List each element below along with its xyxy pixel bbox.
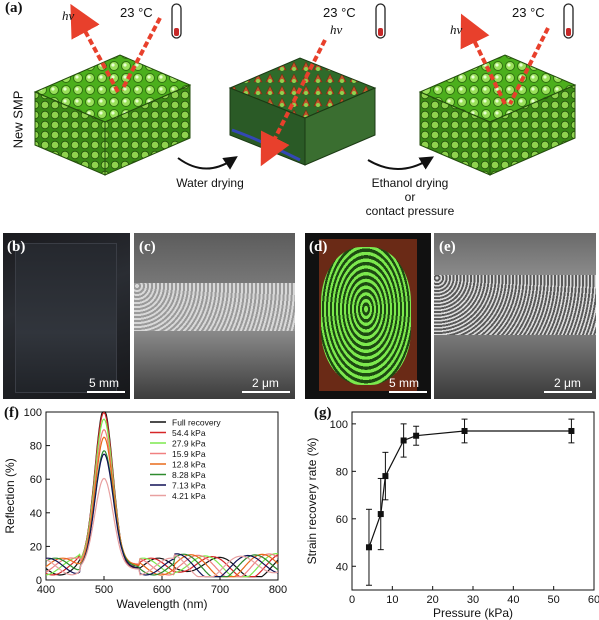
- legend-entry: 7.13 kPa: [172, 481, 206, 491]
- x-tick-label: 0: [349, 594, 355, 606]
- scale-d: 5 mm: [389, 376, 419, 390]
- x-tick-label: 20: [427, 594, 439, 606]
- y-axis-label: Reflection (%): [3, 458, 17, 533]
- legend-entry: 8.28 kPa: [172, 470, 206, 480]
- legend-entry: 27.9 kPa: [172, 439, 206, 449]
- data-point: [377, 511, 384, 518]
- photo-e: (e) 2 μm: [434, 233, 596, 399]
- thermometer-icon: [563, 3, 574, 39]
- legend-entry: 12.8 kPa: [172, 460, 206, 470]
- x-tick-label: 600: [153, 584, 171, 596]
- y-tick-label: 60: [336, 514, 348, 526]
- step2-line1: Ethanol drying: [371, 176, 449, 190]
- y-axis-label: Strain recovery rate (%): [305, 438, 319, 565]
- y-tick-label: 0: [36, 575, 42, 587]
- data-point: [461, 427, 468, 434]
- x-tick-label: 500: [95, 584, 113, 596]
- panel-g-label: (g): [314, 405, 332, 421]
- panel-f-label: (f): [4, 405, 19, 421]
- series-line: [45, 477, 279, 578]
- hv-label-1: hν: [62, 8, 75, 23]
- hv-label-2: hν: [330, 22, 343, 37]
- ethanol-drying-label: Ethanol drying or contact pressure: [350, 176, 470, 218]
- x-tick-label: 60: [588, 594, 599, 606]
- panel-a-label: (a): [5, 0, 23, 16]
- temperature-3: 23 °C: [512, 5, 545, 20]
- legend-entry: Full recovery: [172, 418, 221, 428]
- legend-entry: 4.21 kPa: [172, 491, 206, 501]
- step2-line3: contact pressure: [365, 204, 455, 218]
- series-line: [45, 436, 279, 578]
- strain-recovery-chart: 0 10 20 30 40 50 60 40 60 80 100 Pressure (kPa) Stra…: [305, 411, 599, 620]
- scale-bar-b: [87, 391, 125, 393]
- y-tick-label: 100: [24, 407, 42, 419]
- x-axis-label: Pressure (kPa): [433, 606, 513, 620]
- data-line: [368, 430, 572, 548]
- y-tick-label: 60: [30, 474, 42, 486]
- scale-bar-d: [389, 391, 427, 393]
- photo-b: (b) 5 mm: [3, 233, 130, 399]
- ordered-block-right: [418, 54, 577, 176]
- photo-c: (c) 2 μm: [134, 233, 295, 399]
- legend-entry: 15.9 kPa: [172, 449, 206, 459]
- x-axis-label: Wavelength (nm): [117, 597, 208, 611]
- x-tick-label: 700: [211, 584, 229, 596]
- x-tick-label: 800: [269, 584, 287, 596]
- y-tick-label: 40: [30, 508, 42, 520]
- incident-light-arrow: [120, 17, 162, 91]
- data-point: [413, 432, 420, 439]
- water-drying-label: Water drying: [176, 176, 244, 190]
- ethanol-drying-arrow: [367, 156, 435, 170]
- water-drying-arrow: [177, 156, 238, 170]
- panel-c-label: (c): [139, 239, 156, 255]
- legend-entry: 54.4 kPa: [172, 428, 206, 438]
- data-point: [382, 473, 389, 480]
- y-tick-label: 40: [336, 561, 348, 573]
- x-tick-label: 400: [37, 584, 55, 596]
- panel-a-schematic: [33, 3, 577, 176]
- y-tick-label: 80: [336, 466, 348, 478]
- x-tick-label: 30: [467, 594, 479, 606]
- step2-line2: or: [404, 190, 416, 204]
- temperature-2: 23 °C: [323, 5, 356, 20]
- scale-bar-c: [242, 391, 290, 393]
- scale-bar-e: [544, 391, 592, 393]
- panel-b-label: (b): [7, 239, 26, 255]
- scale-c: 2 μm: [252, 376, 279, 390]
- photo-d: (d) 5 mm: [305, 233, 431, 399]
- ordered-block-left: [33, 54, 192, 176]
- panel-d-label: (d): [309, 239, 328, 255]
- thermometer-icon: [375, 3, 386, 39]
- plot-frame: [351, 411, 595, 591]
- panel-e-label: (e): [439, 239, 456, 255]
- scale-b: 5 mm: [89, 376, 119, 390]
- hv-label-3: hν: [450, 22, 463, 37]
- reflection-spectra-chart: 400 500 600 700 800 0 20 40 60 80 100 Wavelength (n…: [3, 407, 287, 611]
- reflected-light-arrow: [70, 3, 120, 93]
- disordered-block-middle: [228, 57, 377, 166]
- x-tick-label: 50: [548, 594, 560, 606]
- transmitted-light-arrow: [260, 39, 327, 167]
- data-point: [365, 544, 372, 551]
- data-point: [400, 437, 407, 444]
- series-line: [45, 411, 279, 578]
- data-point: [568, 427, 575, 434]
- x-tick-label: 40: [507, 594, 519, 606]
- y-tick-label: 100: [330, 419, 348, 431]
- temperature-1: 23 °C: [120, 5, 153, 20]
- y-tick-label: 80: [30, 441, 42, 453]
- y-tick-label: 20: [30, 541, 42, 553]
- thermometer-icon: [171, 3, 182, 39]
- scale-e: 2 μm: [554, 376, 581, 390]
- series-line: [45, 428, 279, 578]
- series-line: [45, 411, 279, 578]
- x-tick-label: 10: [386, 594, 398, 606]
